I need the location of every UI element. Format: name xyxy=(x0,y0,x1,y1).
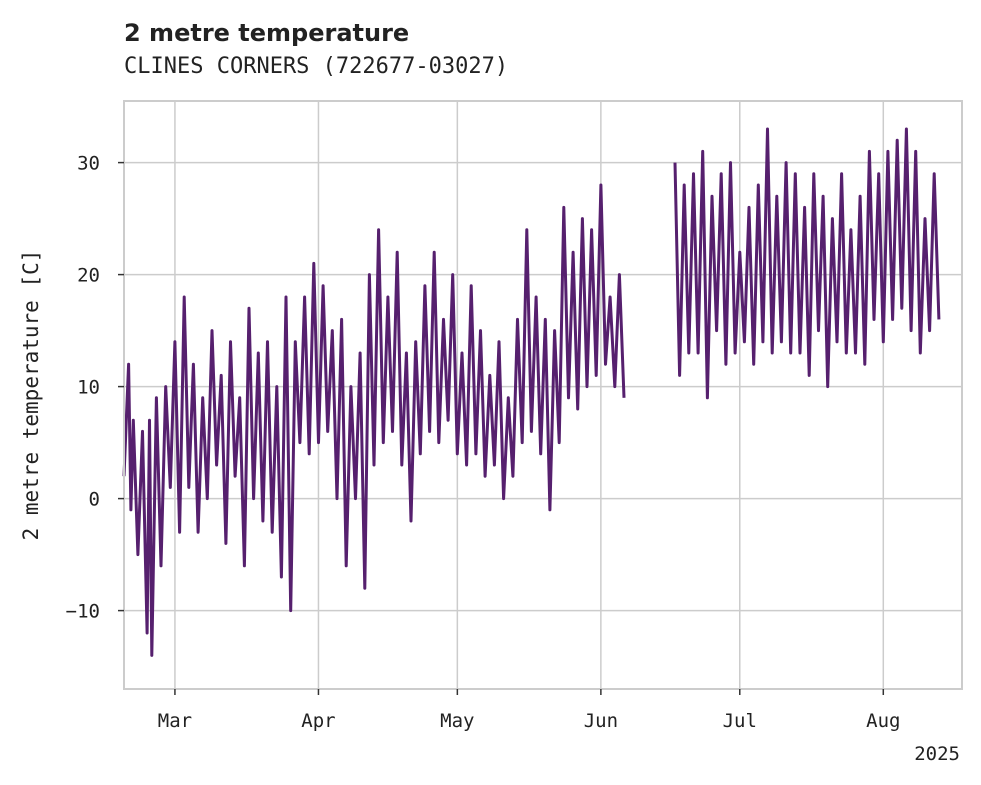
y-axis-ticks: 30 20 10 0 −10 xyxy=(66,153,124,623)
x-tick-label: Jul xyxy=(723,710,757,732)
y-tick-label: 20 xyxy=(77,265,100,287)
x-tick-label: Aug xyxy=(866,710,900,732)
x-tick-label: Mar xyxy=(158,710,192,732)
chart-title: 2 metre temperature xyxy=(124,19,409,47)
year-label: 2025 xyxy=(914,743,960,765)
series-lines xyxy=(122,127,941,657)
x-tick-label: Jun xyxy=(584,710,618,732)
x-tick-label: May xyxy=(440,710,474,732)
y-axis-label: 2 metre temperature [C] xyxy=(19,250,43,541)
x-tick-label: Apr xyxy=(301,710,335,732)
x-axis-ticks: Mar Apr May Jun Jul Aug xyxy=(158,689,900,732)
y-tick-label: 0 xyxy=(89,489,100,511)
y-tick-label: 10 xyxy=(77,377,100,399)
y-tick-label: −10 xyxy=(66,601,100,623)
temperature-series-line xyxy=(122,183,626,657)
chart-subtitle: CLINES CORNERS (722677-03027) xyxy=(124,54,508,79)
plot-frame xyxy=(123,100,963,690)
temperature-series-line xyxy=(673,127,941,400)
y-tick-label: 30 xyxy=(77,153,100,175)
